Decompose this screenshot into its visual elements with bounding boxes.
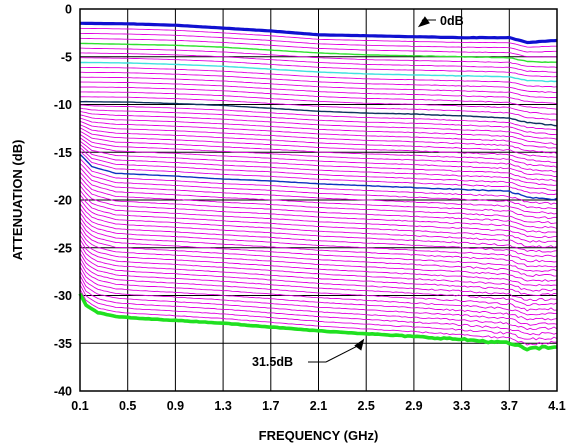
curve-3db [80, 52, 558, 73]
curve-18db [79, 171, 558, 220]
annotation-31-5db-label: 31.5dB [252, 355, 293, 369]
curve-2db [80, 42, 557, 63]
curve-30-5db [79, 284, 558, 341]
y-tick-label: -5 [61, 50, 72, 64]
annotations: 0dB 31.5dB [252, 14, 464, 369]
curve-26db [79, 243, 558, 297]
y-tick-label: -20 [54, 194, 72, 208]
curve-11db [79, 120, 558, 155]
x-tick-label: 4.1 [548, 399, 565, 413]
x-tick-label: 0.5 [119, 399, 136, 413]
x-tick-label: 3.3 [453, 399, 470, 413]
curve-7-5db [79, 96, 558, 121]
x-tick-label: 3.7 [501, 399, 518, 413]
annotation-0db-arrowhead [417, 16, 430, 28]
y-tick-label: -25 [54, 241, 72, 255]
curve-5-5db [80, 76, 558, 99]
x-tick-label: 2.1 [310, 399, 327, 413]
curve-0-5db [79, 27, 557, 48]
y-tick-label: 0 [65, 3, 72, 17]
curve-17-5db [79, 167, 558, 215]
curve-7db [80, 91, 558, 115]
y-tick-label: -10 [54, 98, 72, 112]
x-axis-title: FREQUENCY (GHz) [259, 428, 379, 443]
curve-17db [79, 162, 558, 210]
curve-30db [79, 279, 558, 336]
curve-15-5db [79, 150, 558, 196]
curve-24db [79, 225, 558, 277]
curve-13-5db [79, 137, 557, 177]
curve-6-5db [80, 86, 558, 110]
curve-21-5db [79, 203, 558, 253]
curve-16-5db [79, 158, 558, 205]
curve-26-5db [79, 248, 557, 302]
x-tick-label: 0.9 [167, 399, 184, 413]
curve-8-5db [79, 104, 558, 131]
curve-19db [79, 180, 558, 229]
curve-5db [79, 71, 558, 94]
curve-13db [79, 134, 558, 173]
x-tick-label: 0.1 [71, 399, 88, 413]
curve-31db [79, 288, 558, 346]
curve-2-5db [79, 47, 558, 69]
curve-14-5db [79, 143, 558, 186]
curve-29db [79, 270, 558, 326]
curve-23db [79, 216, 558, 268]
y-tick-label: -30 [54, 289, 72, 303]
curve-24-5db [79, 230, 558, 282]
curve-22db [79, 208, 558, 258]
curve-1db [80, 32, 557, 53]
annotation-0db-label: 0dB [440, 14, 464, 28]
y-tick-label: -40 [54, 385, 72, 399]
curve-4-5db [80, 66, 558, 88]
curve-18-5db [79, 176, 558, 224]
curve-25db [79, 235, 558, 287]
curve-28-5db [79, 266, 558, 321]
curve-1-5db [79, 37, 558, 58]
x-tick-label: 2.9 [405, 399, 422, 413]
curves [78, 21, 558, 352]
curve-14db [79, 140, 558, 182]
curve-19-5db [79, 185, 558, 234]
curve-12db [79, 127, 557, 163]
curve-11-5db [79, 124, 558, 158]
curve-8db [80, 100, 558, 127]
y-tick-label: -35 [54, 337, 72, 351]
curve-16db [79, 153, 558, 201]
curve-10db [79, 114, 558, 145]
curve-20db [79, 189, 557, 239]
curve-10-5db [79, 117, 558, 149]
curve-29-5db [79, 275, 558, 331]
plot-frame [79, 8, 558, 392]
curve-21db [79, 199, 558, 248]
curve-9db [79, 107, 558, 136]
curve-28db [79, 261, 558, 316]
y-tick-label: -15 [54, 146, 72, 160]
curve-6db [79, 81, 558, 105]
curve-23-5db [79, 221, 558, 272]
curve-27db [79, 252, 558, 307]
curve-4db [80, 61, 558, 83]
x-tick-label: 2.5 [358, 399, 375, 413]
y-axis-title: ATTENUATION (dB) [10, 140, 25, 261]
curve-0db [80, 21, 558, 45]
curve-15db [79, 147, 558, 191]
annotation-31-5db-arrowhead [354, 338, 365, 351]
y-axis-ticks: 0 -5 -10 -15 -20 -25 -30 -35 -40 [54, 3, 72, 399]
curve-22-5db [79, 212, 558, 263]
curve-31-5db [78, 292, 557, 352]
annotation-31-5db-arrow-line [325, 344, 361, 363]
x-tick-label: 1.7 [262, 399, 279, 413]
x-axis-ticks: 0.1 0.5 0.9 1.3 1.7 2.1 2.5 2.9 3.3 3.7 4.1 [71, 399, 565, 413]
curve-27-5db [79, 257, 558, 312]
x-tick-label: 1.3 [214, 399, 231, 413]
curve-12-5db [79, 130, 558, 168]
curve-3-5db [80, 57, 558, 78]
curve-9-5db [79, 110, 558, 140]
curve-20-5db [79, 194, 558, 243]
curve-25-5db [79, 239, 558, 292]
